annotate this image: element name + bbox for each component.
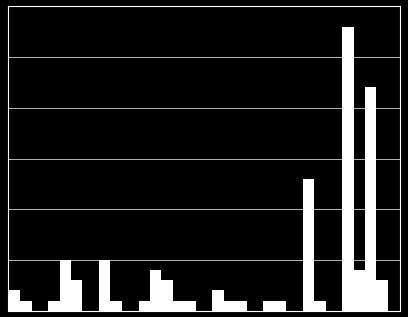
Bar: [354, 270, 365, 311]
Bar: [162, 280, 173, 311]
Bar: [342, 27, 354, 311]
Bar: [365, 87, 377, 311]
Bar: [60, 260, 71, 311]
Bar: [20, 301, 31, 311]
Bar: [275, 301, 286, 311]
Bar: [184, 301, 196, 311]
Bar: [235, 301, 246, 311]
Bar: [224, 301, 235, 311]
Bar: [303, 179, 314, 311]
Bar: [212, 290, 224, 311]
Bar: [99, 260, 111, 311]
Bar: [48, 301, 60, 311]
Bar: [111, 301, 122, 311]
Bar: [139, 301, 150, 311]
Bar: [150, 270, 162, 311]
Bar: [71, 280, 82, 311]
Bar: [314, 301, 326, 311]
Bar: [173, 301, 184, 311]
Bar: [263, 301, 275, 311]
Bar: [377, 280, 388, 311]
Bar: [9, 290, 20, 311]
